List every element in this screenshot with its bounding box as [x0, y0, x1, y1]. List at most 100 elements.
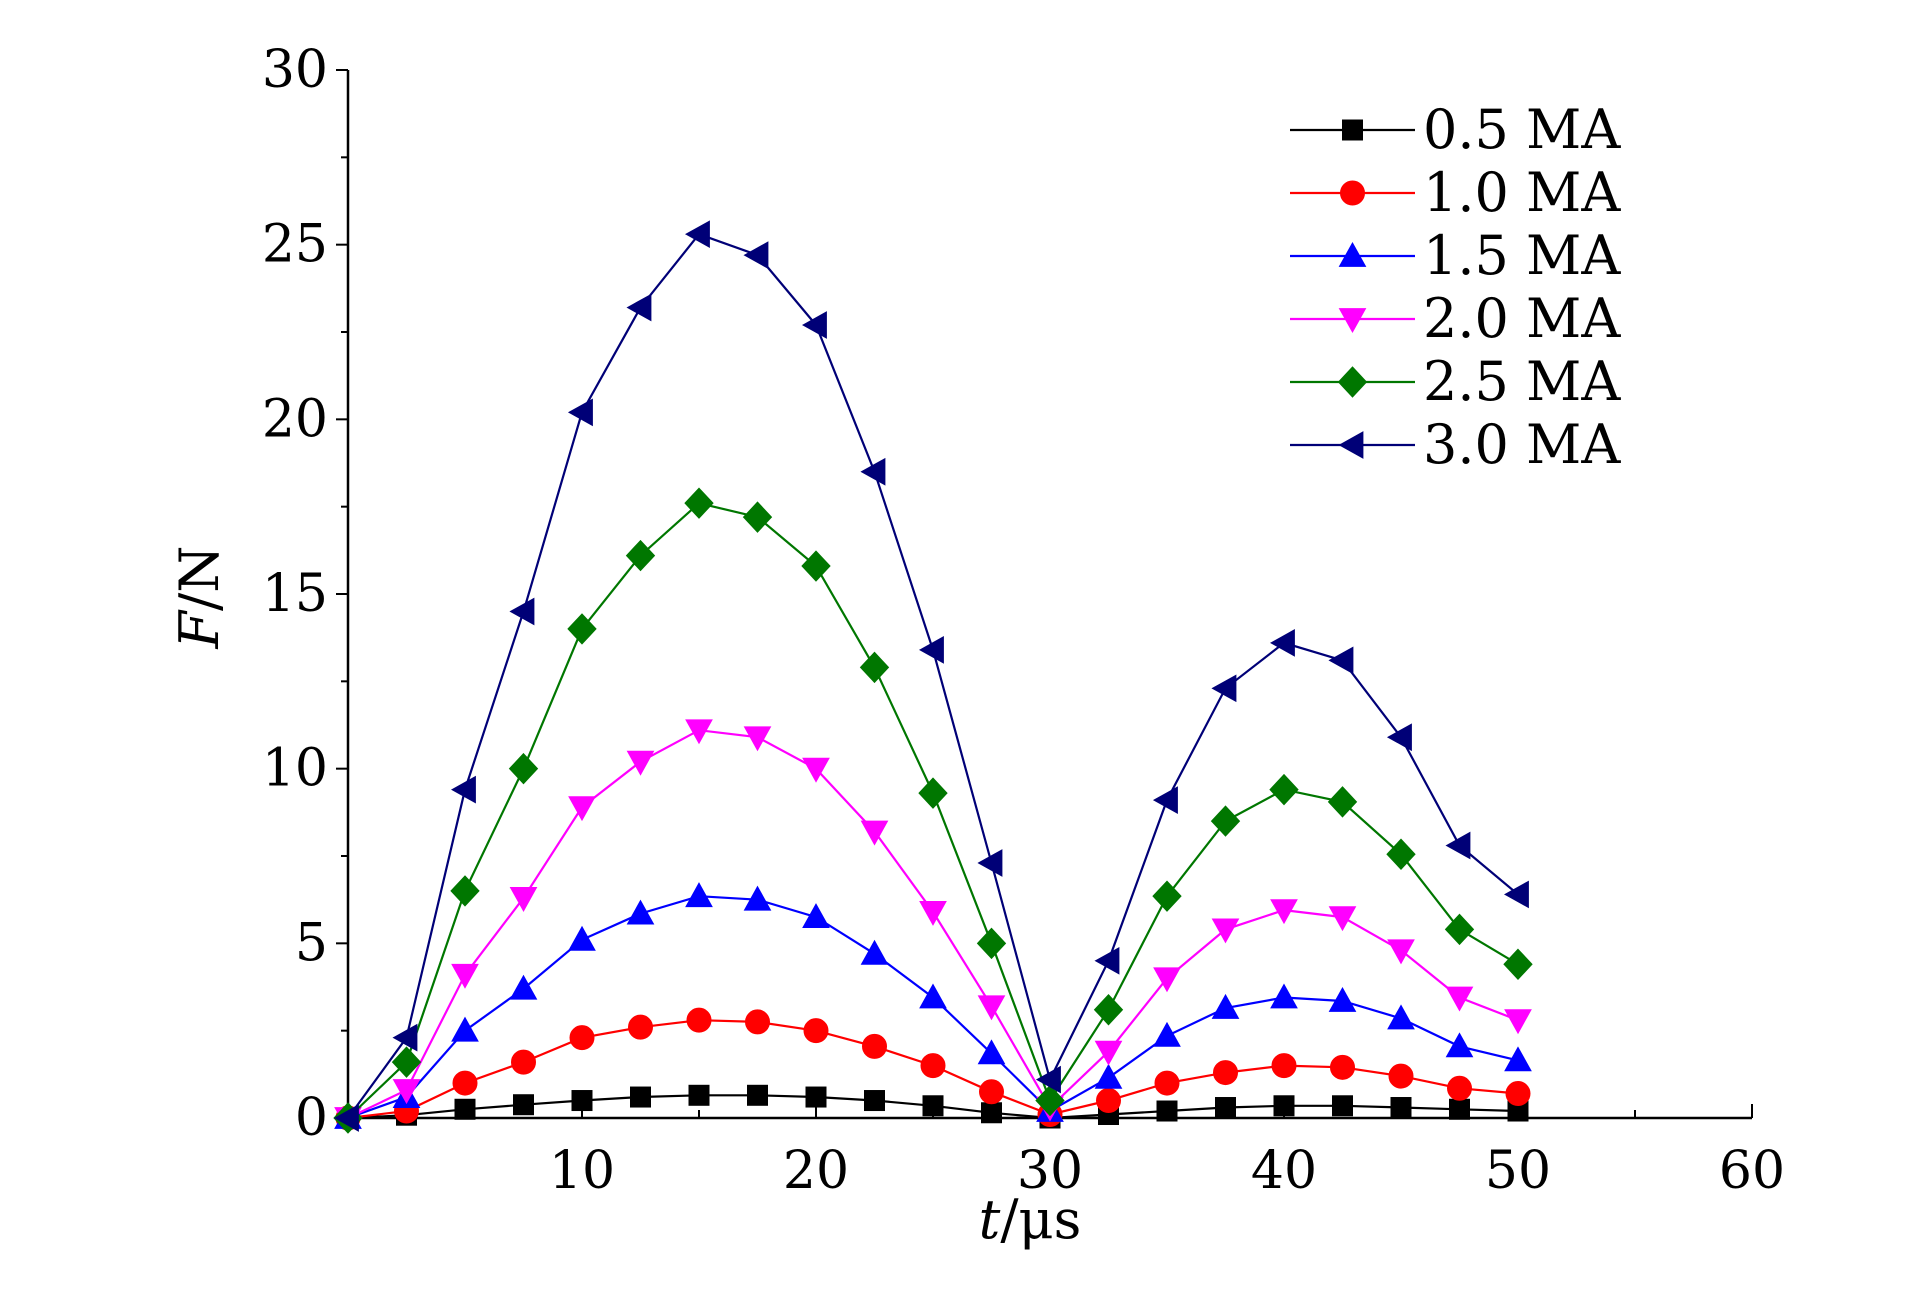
data-point	[1390, 1097, 1412, 1119]
y-tick-label: 15	[262, 564, 328, 624]
y-axis-label: F/N	[168, 546, 231, 650]
legend-marker	[1342, 119, 1363, 141]
data-point	[686, 1007, 712, 1033]
x-tick-label: 10	[549, 1141, 615, 1201]
data-point	[571, 1090, 593, 1112]
data-point	[626, 750, 655, 776]
data-point	[1449, 1098, 1470, 1120]
data-point	[979, 1079, 1004, 1105]
data-point	[451, 1016, 479, 1042]
data-point	[1445, 1032, 1474, 1058]
data-point	[1503, 948, 1533, 981]
y-tick-label: 30	[262, 40, 328, 100]
data-point	[1386, 723, 1412, 752]
data-point	[454, 1098, 476, 1120]
data-point	[452, 1070, 478, 1096]
data-point	[568, 925, 596, 951]
data-point	[1505, 1081, 1531, 1107]
data-point	[685, 882, 713, 908]
data-point	[801, 550, 831, 582]
data-point	[1094, 946, 1120, 975]
data-point	[743, 726, 772, 752]
data-point	[1211, 674, 1237, 703]
data-point	[1327, 786, 1358, 818]
data-point	[919, 900, 947, 926]
data-point	[1388, 1063, 1414, 1089]
data-point	[688, 1084, 710, 1106]
data-point	[1503, 880, 1529, 909]
legend-label: 2.0 MA	[1423, 287, 1621, 350]
data-point	[1156, 1100, 1178, 1122]
y-tick-label: 20	[262, 389, 328, 449]
legend-marker	[1340, 180, 1365, 206]
data-point	[1386, 838, 1416, 870]
data-point	[743, 241, 769, 269]
data-point	[509, 597, 535, 626]
legend-marker	[1338, 241, 1367, 267]
data-point	[508, 752, 539, 785]
x-tick-label: 40	[1251, 1141, 1317, 1201]
data-point	[1447, 1075, 1472, 1101]
data-point	[568, 796, 596, 822]
x-tick-label: 60	[1719, 1141, 1785, 1201]
data-point	[977, 1039, 1006, 1065]
data-point	[1213, 1060, 1238, 1086]
data-point	[1387, 1004, 1415, 1030]
data-point	[919, 983, 947, 1009]
data-point	[450, 775, 476, 804]
data-point	[977, 995, 1006, 1021]
data-point	[1328, 646, 1354, 675]
data-point	[976, 927, 1007, 960]
legend-label: 2.5 MA	[1423, 350, 1621, 413]
x-axis-label-unit: /μs	[1000, 1188, 1081, 1251]
data-point	[1445, 986, 1474, 1012]
series-layer	[333, 220, 1533, 1134]
data-point	[977, 849, 1003, 877]
data-point	[805, 1086, 827, 1108]
x-axis-label: t/μs	[979, 1188, 1082, 1251]
data-point	[450, 875, 480, 907]
x-tick-label: 20	[783, 1141, 849, 1201]
data-point	[1094, 1040, 1123, 1066]
series-2-5-ma	[333, 487, 1533, 1134]
data-point	[1273, 1095, 1295, 1117]
data-point	[509, 887, 538, 912]
data-point	[860, 820, 889, 846]
data-point	[511, 1049, 536, 1075]
data-point	[860, 939, 889, 965]
chart-axes: 0 5 10 15 20 25 30 10 20 30 40 50 60	[262, 40, 1785, 1201]
data-point	[509, 974, 538, 1000]
legend-label: 1.0 MA	[1423, 161, 1621, 224]
data-point	[391, 1046, 422, 1078]
data-point	[1332, 1095, 1353, 1117]
data-point	[626, 899, 655, 925]
data-point	[1153, 967, 1181, 993]
data-point	[1215, 1097, 1236, 1119]
data-point	[747, 1084, 768, 1106]
data-point	[742, 501, 773, 533]
x-tick-label: 30	[1017, 1141, 1083, 1201]
data-point	[920, 1053, 946, 1079]
legend-item: 2.5 MA	[1290, 350, 1621, 413]
data-point	[1269, 773, 1299, 806]
data-point	[1270, 899, 1298, 925]
data-point	[918, 636, 944, 664]
legend-item: 0.5 MA	[1290, 98, 1621, 161]
data-point	[981, 1102, 1002, 1124]
series-3-0-ma	[333, 220, 1529, 1132]
data-point	[1504, 1009, 1532, 1035]
data-point	[1035, 1084, 1065, 1117]
data-point	[1211, 993, 1240, 1019]
data-point	[745, 1009, 770, 1035]
data-point	[1152, 786, 1178, 814]
data-point	[1445, 831, 1471, 860]
x-tick-label: 50	[1485, 1141, 1551, 1201]
data-point	[567, 613, 597, 645]
data-point	[626, 293, 652, 322]
data-point	[1154, 1070, 1180, 1096]
data-point	[1035, 1065, 1061, 1094]
legend-item: 1.0 MA	[1290, 161, 1621, 224]
data-point	[513, 1094, 534, 1116]
series-0-5-ma	[337, 1084, 1529, 1129]
